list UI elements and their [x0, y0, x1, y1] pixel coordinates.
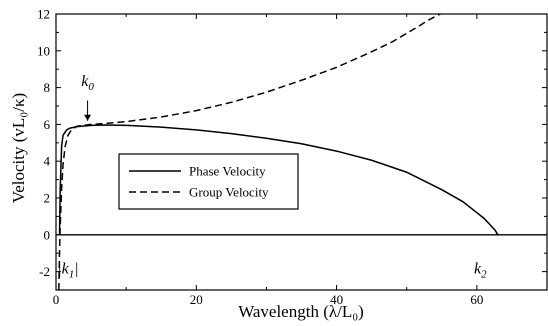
group-velocity-line [58, 13, 441, 291]
legend-box [118, 153, 299, 210]
annotation-k0: k0 [81, 73, 94, 93]
y-tick-label: 4 [44, 154, 51, 169]
annotation-k1: |k1| [57, 260, 78, 280]
x-tick-label: 40 [330, 292, 343, 307]
x-tick-label: 0 [53, 292, 60, 307]
y-tick-label: -2 [39, 264, 50, 279]
x-axis-label: Wavelength (λ/L₀) [238, 302, 364, 321]
legend-entry: Phase Velocity [189, 164, 266, 179]
y-tick-label: 6 [44, 117, 51, 132]
y-tick-label: 2 [44, 191, 51, 206]
y-tick-label: 0 [44, 227, 51, 242]
annotation-k2: k2 [474, 260, 487, 280]
legend: Phase Velocity Group Velocity [118, 153, 299, 210]
plot-frame [55, 13, 548, 291]
plot-area [58, 13, 499, 291]
x-tick-label: 60 [470, 292, 483, 307]
y-axis-label: Velocity (vL₀/κ) [9, 93, 28, 203]
legend-entry: Group Velocity [189, 185, 269, 200]
y-tick-label: 10 [37, 43, 50, 58]
y-tick-label: 12 [37, 7, 50, 22]
phase-velocity-line [58, 124, 499, 236]
y-tick-label: 8 [44, 80, 51, 95]
annotations: k0 |k1| k2 [57, 73, 487, 281]
x-tick-label: 20 [190, 292, 203, 307]
annotation-arrowhead [84, 114, 92, 121]
